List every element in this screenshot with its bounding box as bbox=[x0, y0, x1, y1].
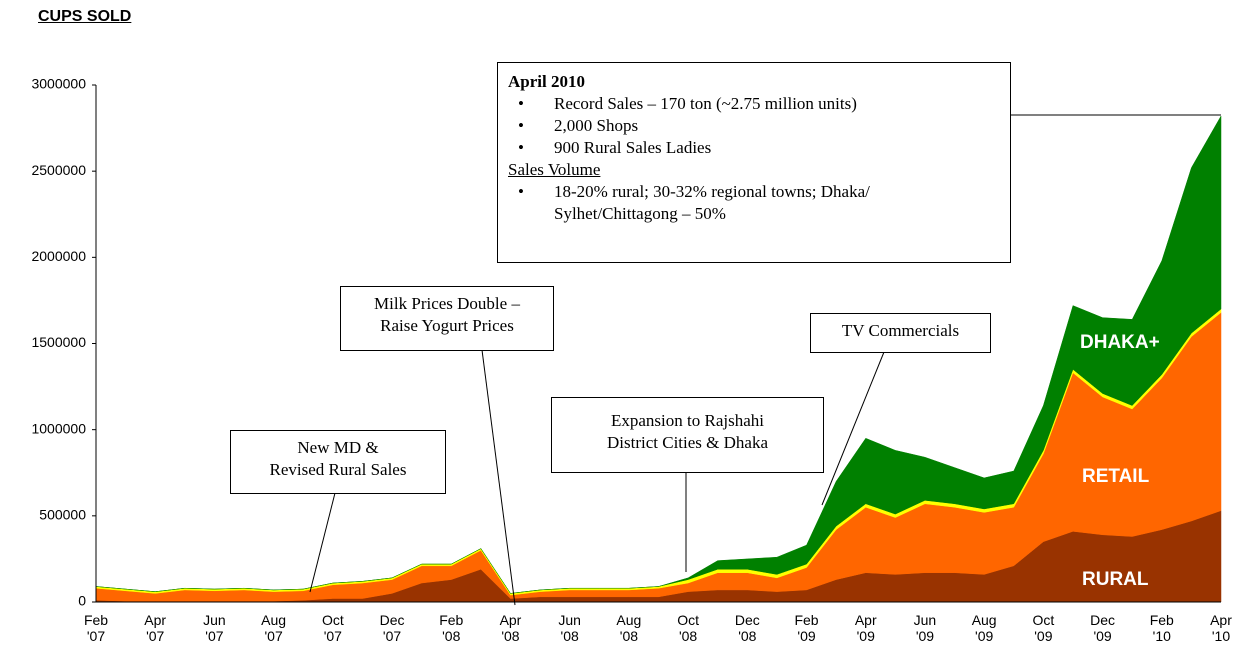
x-tick-label: Oct '07 bbox=[321, 612, 344, 644]
annotation-line: District Cities & Dhaka bbox=[606, 433, 768, 452]
x-tick-label: Jun '07 bbox=[203, 612, 226, 644]
annotation-box: Expansion to Rajshahi District Cities & … bbox=[551, 397, 824, 473]
x-tick-label: Aug '09 bbox=[971, 612, 997, 644]
y-tick-label: 1000000 bbox=[31, 420, 86, 436]
pointer bbox=[309, 492, 336, 593]
series-label: RURAL bbox=[1082, 569, 1149, 590]
annotation-line: TV Commercials bbox=[841, 321, 960, 340]
chart-title: CUPS SOLD bbox=[38, 8, 132, 25]
x-tick-label: Jun '09 bbox=[913, 612, 937, 644]
annotation-line: Revised Rural Sales bbox=[269, 460, 407, 479]
annotation-line: New MD & bbox=[297, 438, 379, 457]
pointer bbox=[481, 349, 516, 606]
x-tick-label: Feb '08 bbox=[439, 612, 464, 644]
series-label: DHAKA+ bbox=[1080, 332, 1160, 353]
x-tick-label: Apr '09 bbox=[854, 612, 877, 644]
x-tick-label: Oct '09 bbox=[1032, 612, 1055, 644]
x-tick-label: Dec '09 bbox=[1090, 612, 1116, 644]
y-tick-label: 3000000 bbox=[31, 76, 86, 92]
annotation-line: Raise Yogurt Prices bbox=[380, 316, 514, 335]
annotation-heading: April 2010 bbox=[508, 72, 585, 91]
x-tick-label: Oct '08 bbox=[677, 612, 699, 644]
bullet: 18-20% rural; 30-32% regional towns; Dha… bbox=[508, 181, 954, 225]
y-tick-label: 2000000 bbox=[31, 248, 86, 264]
y-tick-label: 1500000 bbox=[31, 334, 86, 350]
x-tick-label: Dec '08 bbox=[734, 612, 760, 644]
x-tick-label: Jun '08 bbox=[558, 612, 581, 644]
annotation-box: New MD & Revised Rural Sales bbox=[230, 430, 446, 494]
y-tick-label: 0 bbox=[78, 593, 86, 609]
annotation-line: Milk Prices Double – bbox=[374, 294, 520, 313]
pointer bbox=[821, 351, 885, 506]
x-tick-label: Dec '07 bbox=[379, 612, 405, 644]
annotation-box: Milk Prices Double – Raise Yogurt Prices bbox=[340, 286, 554, 351]
bullet: 2,000 Shops bbox=[508, 115, 1000, 137]
area bbox=[95, 115, 1222, 594]
bullet: Record Sales – 170 ton (~2.75 million un… bbox=[508, 93, 1000, 115]
y-tick-label: 500000 bbox=[39, 507, 86, 523]
series-label: RETAIL bbox=[1082, 466, 1150, 487]
x-tick-label: Feb '07 bbox=[83, 612, 109, 644]
x-tick-label: Apr '08 bbox=[499, 612, 522, 644]
annotation-box: TV Commercials bbox=[810, 313, 991, 353]
x-tick-label: Feb '10 bbox=[1149, 612, 1174, 644]
annotation-line: Expansion to Rajshahi bbox=[611, 411, 764, 430]
annotation-subheading: Sales Volume bbox=[508, 160, 601, 179]
x-tick-label: Aug '08 bbox=[616, 612, 642, 644]
x-tick-label: Apr '10 bbox=[1210, 612, 1232, 644]
bullet: 900 Rural Sales Ladies bbox=[508, 137, 1000, 159]
annotation-box: April 2010 Record Sales – 170 ton (~2.75… bbox=[497, 62, 1011, 263]
x-tick-label: Feb '09 bbox=[794, 612, 819, 644]
x-tick-label: Aug '07 bbox=[261, 612, 287, 644]
y-tick-label: 2500000 bbox=[31, 162, 86, 178]
x-tick-label: Apr '07 bbox=[144, 612, 167, 644]
